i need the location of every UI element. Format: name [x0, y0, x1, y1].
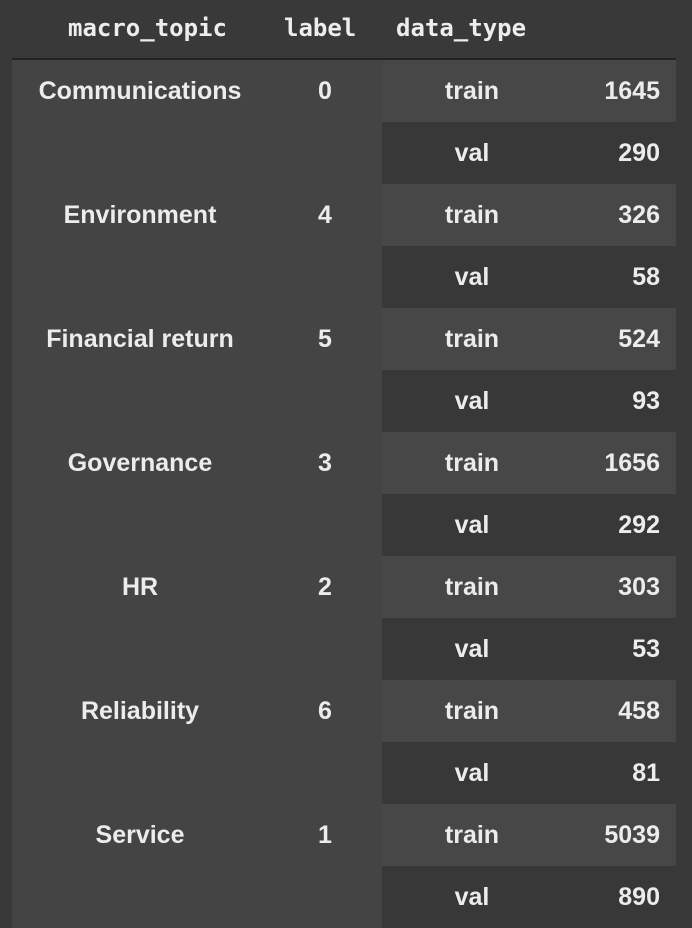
row-count: 81 — [632, 759, 660, 787]
row-data-type: train — [444, 697, 500, 725]
row-count: 1645 — [604, 77, 660, 105]
row-count: 53 — [632, 635, 660, 663]
header-divider — [12, 58, 676, 60]
table-row: val 53 — [382, 618, 676, 680]
row-data-type: train — [444, 821, 500, 849]
row-count: 58 — [632, 263, 660, 291]
row-label: 0 — [318, 77, 332, 105]
row-data-type: train — [444, 201, 500, 229]
row-label: 2 — [318, 573, 332, 601]
column-header-label: label — [284, 14, 357, 42]
row-label: 5 — [318, 325, 332, 353]
row-count: 93 — [632, 387, 660, 415]
row-macro-topic: Service — [95, 821, 185, 849]
column-header-data-type: data_type — [396, 14, 527, 42]
table-row: val 93 — [382, 370, 676, 432]
table-row: val 58 — [382, 246, 676, 308]
table-header: macro_topic label data_type — [0, 0, 692, 58]
column-header-macro-topic: macro_topic — [68, 14, 227, 42]
table-row: train 303 — [382, 556, 676, 618]
row-data-type: val — [454, 759, 490, 787]
row-data-type: train — [444, 449, 500, 477]
row-macro-topic: Environment — [63, 201, 217, 229]
row-macro-topic: Communications — [38, 77, 242, 105]
row-data-type: train — [444, 325, 500, 353]
row-label: 4 — [318, 201, 332, 229]
table-row: val 292 — [382, 494, 676, 556]
row-count: 458 — [618, 697, 660, 725]
table-row: train 1656 — [382, 432, 676, 494]
row-macro-topic: Reliability — [80, 697, 200, 725]
row-data-type: val — [454, 387, 490, 415]
row-data-type: val — [454, 139, 490, 167]
row-data-type: train — [444, 573, 500, 601]
row-count: 5039 — [604, 821, 660, 849]
row-count: 1656 — [604, 449, 660, 477]
row-label: 6 — [318, 697, 332, 725]
row-label: 1 — [318, 821, 332, 849]
row-macro-topic: Governance — [67, 449, 213, 477]
row-count: 524 — [618, 325, 660, 353]
row-count: 290 — [618, 139, 660, 167]
row-count: 326 — [618, 201, 660, 229]
table-row: train 326 — [382, 184, 676, 246]
row-data-type: val — [454, 511, 490, 539]
row-data-type: val — [454, 883, 490, 911]
row-count: 303 — [618, 573, 660, 601]
table-row: val 290 — [382, 122, 676, 184]
table-row: train 458 — [382, 680, 676, 742]
row-label: 3 — [318, 449, 332, 477]
table-row: val 890 — [382, 866, 676, 928]
table-row: train 5039 — [382, 804, 676, 866]
table-row: val 81 — [382, 742, 676, 804]
table-row: train 524 — [382, 308, 676, 370]
row-data-type: val — [454, 635, 490, 663]
row-macro-topic: Financial return — [46, 325, 234, 353]
row-count: 292 — [618, 511, 660, 539]
table-row: train 1645 — [382, 60, 676, 122]
row-data-type: val — [454, 263, 490, 291]
row-macro-topic: HR — [121, 573, 159, 601]
row-data-type: train — [444, 77, 500, 105]
row-count: 890 — [618, 883, 660, 911]
